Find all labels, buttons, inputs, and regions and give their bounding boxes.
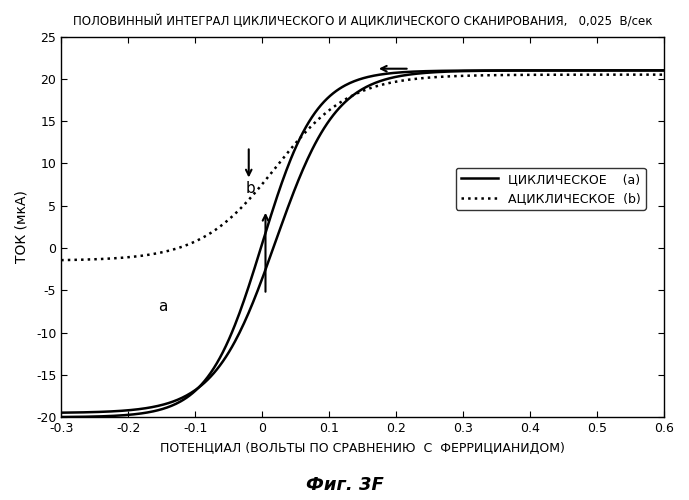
Title: ПОЛОВИННЫЙ ИНТЕГРАЛ ЦИКЛИЧЕСКОГО И АЦИКЛИЧЕСКОГО СКАНИРОВАНИЯ,   0,025  В/сек: ПОЛОВИННЫЙ ИНТЕГРАЛ ЦИКЛИЧЕСКОГО И АЦИКЛ… (73, 15, 652, 28)
Text: b: b (245, 181, 255, 196)
Text: Фиг. 3F: Фиг. 3F (306, 476, 383, 494)
Legend: ЦИКЛИЧЕСКОЕ    (a), АЦИКЛИЧЕСКОЕ  (b): ЦИКЛИЧЕСКОЕ (a), АЦИКЛИЧЕСКОЕ (b) (455, 168, 646, 210)
X-axis label: ПОТЕНЦИАЛ (ВОЛЬТЫ ПО СРАВНЕНИЮ  С  ФЕРРИЦИАНИДОМ): ПОТЕНЦИАЛ (ВОЛЬТЫ ПО СРАВНЕНИЮ С ФЕРРИЦИ… (160, 442, 565, 455)
Text: a: a (158, 300, 167, 314)
Y-axis label: ТОК (мкА): ТОК (мкА) (15, 190, 29, 264)
